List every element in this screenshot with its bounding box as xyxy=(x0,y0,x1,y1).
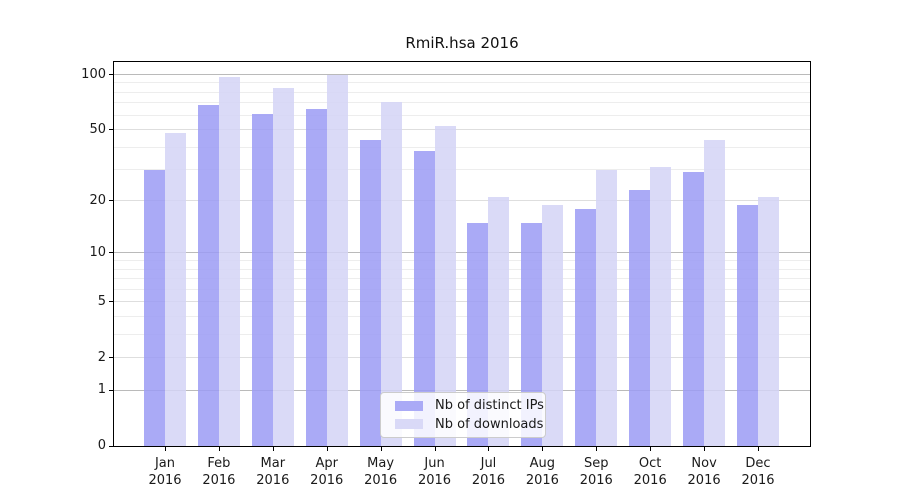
minor-gridline-90 xyxy=(114,82,810,84)
gridline-5 xyxy=(114,301,810,303)
x-axis-tick-label-aug: Aug 2016 xyxy=(525,456,559,488)
y-axis-tick-label-100: 100 xyxy=(81,66,106,82)
bar-distinct-ips-dec xyxy=(737,204,758,446)
legend-item-downloads: Nb of downloads xyxy=(395,417,545,432)
x-axis-tick-label-jul: Jul 2016 xyxy=(471,456,505,488)
y-axis-tick-label-1: 1 xyxy=(97,382,106,398)
chart-title: RmiR.hsa 2016 xyxy=(405,34,519,52)
x-tick-mark-dec xyxy=(758,447,759,451)
x-tick-mark-feb xyxy=(218,447,220,451)
y-tick-mark-100 xyxy=(109,74,113,76)
y-axis-tick-label-2: 2 xyxy=(97,349,106,365)
x-axis-tick-label-apr: Apr 2016 xyxy=(310,456,344,488)
x-axis-tick-label-dec: Dec 2016 xyxy=(741,456,775,488)
bar-downloads-oct xyxy=(650,167,672,446)
gridline-20 xyxy=(114,200,810,202)
y-axis-tick-label-5: 5 xyxy=(97,293,106,309)
minor-gridline-3 xyxy=(114,333,810,335)
minor-gridline-8 xyxy=(114,268,810,270)
bar-downloads-jul xyxy=(488,197,510,446)
y-tick-mark-50 xyxy=(109,129,113,131)
y-tick-mark-5 xyxy=(109,301,113,303)
x-tick-mark-may xyxy=(380,447,382,451)
bar-downloads-jun xyxy=(434,126,456,446)
y-tick-mark-20 xyxy=(109,200,113,202)
bar-distinct-ips-aug xyxy=(521,222,543,446)
bar-distinct-ips-sep xyxy=(575,208,597,446)
x-axis-tick-label-jun: Jun 2016 xyxy=(417,456,452,488)
x-axis-tick-label-may: May 2016 xyxy=(364,456,398,488)
minor-gridline-70 xyxy=(114,102,810,104)
legend: Nb of distinct IPs Nb of downloads xyxy=(380,392,546,438)
bar-downloads-apr xyxy=(326,74,348,446)
y-axis-tick-label-0: 0 xyxy=(97,438,106,453)
minor-gridline-9 xyxy=(114,260,810,262)
minor-gridline-40 xyxy=(114,146,810,148)
bar-distinct-ips-oct xyxy=(629,190,651,446)
bar-downloads-sep xyxy=(596,169,618,446)
gridline-2 xyxy=(114,357,810,359)
bar-downloads-may xyxy=(380,101,402,446)
x-tick-mark-sep xyxy=(596,447,598,451)
x-axis-tick-label-jan: Jan 2016 xyxy=(148,456,182,488)
bar-distinct-ips-feb xyxy=(197,105,219,446)
x-axis-tick-label-feb: Feb 2016 xyxy=(202,456,236,488)
bar-downloads-feb xyxy=(218,76,240,446)
legend-label-downloads: Nb of downloads xyxy=(435,416,544,432)
bar-downloads-dec xyxy=(758,197,779,446)
x-tick-mark-jul xyxy=(488,447,490,451)
bar-downloads-jan xyxy=(165,132,186,446)
x-axis-tick-label-oct: Oct 2016 xyxy=(633,456,667,488)
gridline-100 xyxy=(114,74,810,76)
bar-distinct-ips-mar xyxy=(251,113,273,446)
y-tick-mark-10 xyxy=(109,252,113,254)
y-tick-mark-1 xyxy=(109,389,113,391)
bar-downloads-nov xyxy=(704,139,726,446)
minor-gridline-60 xyxy=(114,114,810,116)
bar-distinct-ips-may xyxy=(359,139,381,446)
legend-swatch-downloads xyxy=(395,419,423,430)
legend-swatch-distinct-ips xyxy=(395,400,423,411)
bar-distinct-ips-apr xyxy=(305,108,327,446)
minor-gridline-7 xyxy=(114,278,810,280)
y-axis-tick-label-10: 10 xyxy=(89,244,106,260)
x-axis-tick-label-nov: Nov 2016 xyxy=(687,456,721,488)
gridline-50 xyxy=(114,129,810,131)
minor-gridline-4 xyxy=(114,315,810,317)
minor-gridline-6 xyxy=(114,288,810,290)
gridline-10 xyxy=(114,252,810,254)
minor-gridline-80 xyxy=(114,91,810,93)
bar-distinct-ips-jul xyxy=(467,222,489,446)
y-axis-tick-label-20: 20 xyxy=(89,192,106,208)
gridline-1 xyxy=(114,389,810,391)
bar-distinct-ips-nov xyxy=(683,172,705,446)
x-tick-mark-aug xyxy=(542,447,544,451)
x-axis-tick-label-sep: Sep 2016 xyxy=(579,456,613,488)
bar-distinct-ips-jan xyxy=(144,169,165,446)
y-tick-mark-2 xyxy=(109,357,113,359)
x-tick-mark-nov xyxy=(704,447,706,451)
y-tick-mark-0 xyxy=(109,445,113,447)
x-tick-mark-oct xyxy=(650,447,652,451)
bar-downloads-mar xyxy=(272,88,294,446)
minor-gridline-30 xyxy=(114,169,810,171)
y-axis-tick-label-50: 50 xyxy=(89,121,106,137)
x-tick-mark-mar xyxy=(272,447,274,451)
x-tick-mark-jun xyxy=(434,447,436,451)
legend-item-distinct-ips: Nb of distinct IPs xyxy=(395,398,545,413)
x-tick-mark-apr xyxy=(326,447,328,451)
x-tick-mark-jan xyxy=(165,447,166,451)
x-axis-tick-label-mar: Mar 2016 xyxy=(256,456,290,488)
bar-downloads-aug xyxy=(542,204,564,446)
legend-label-distinct-ips: Nb of distinct IPs xyxy=(435,398,544,414)
bar-distinct-ips-jun xyxy=(413,151,435,446)
